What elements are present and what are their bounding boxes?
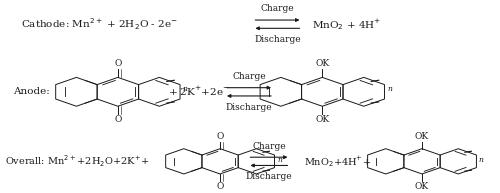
Text: O: O — [216, 132, 224, 141]
Text: Overall: Mn$^{2+}$+2H$_2$O+2K$^{+}$+: Overall: Mn$^{2+}$+2H$_2$O+2K$^{+}$+ — [4, 154, 149, 169]
Text: MnO$_2$ + 4H$^{+}$: MnO$_2$ + 4H$^{+}$ — [312, 17, 382, 32]
Text: + 2K$^{+}$+2e$^{-}$: + 2K$^{+}$+2e$^{-}$ — [168, 85, 230, 98]
Text: Discharge: Discharge — [226, 102, 272, 112]
Text: n: n — [183, 85, 188, 93]
Text: OK: OK — [315, 115, 330, 124]
Text: Discharge: Discharge — [254, 35, 300, 44]
Text: MnO$_2$+4H$^{+}$+: MnO$_2$+4H$^{+}$+ — [304, 154, 371, 169]
Text: Cathode: Mn$^{2+}$ + 2H$_2$O - 2e$^{-}$: Cathode: Mn$^{2+}$ + 2H$_2$O - 2e$^{-}$ — [20, 16, 178, 32]
Text: OK: OK — [315, 59, 330, 68]
Text: OK: OK — [415, 132, 429, 141]
Text: Discharge: Discharge — [246, 172, 292, 181]
Text: n: n — [479, 156, 484, 164]
Text: OK: OK — [415, 182, 429, 191]
Text: Charge: Charge — [252, 142, 286, 151]
Text: Anode:: Anode: — [13, 87, 50, 96]
Text: n: n — [277, 156, 282, 164]
Text: O: O — [216, 182, 224, 191]
Text: n: n — [388, 85, 392, 93]
Text: O: O — [114, 59, 122, 68]
Text: Charge: Charge — [260, 4, 294, 14]
Text: Charge: Charge — [232, 72, 266, 81]
Text: O: O — [114, 115, 122, 124]
